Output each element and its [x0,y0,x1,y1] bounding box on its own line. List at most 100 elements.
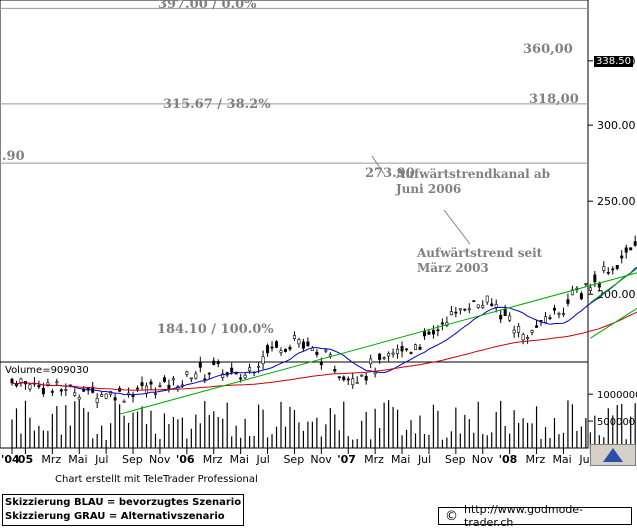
candle-body [396,348,400,354]
candle-body [239,377,243,380]
candle-body [539,320,543,322]
annotation-pointer [443,209,471,245]
candle-body [283,349,287,352]
x-tick-label: '04 [1,453,20,466]
legend-blue: Skizzierung BLAU = bevorzugtes Szenario [5,497,242,508]
candle-body [333,369,337,372]
ma-slow-line [11,311,637,391]
candle-body [364,375,368,381]
candle-body [566,299,570,304]
long-trendline [119,272,637,415]
candle-body [180,384,184,387]
candle-body [606,271,610,274]
candle-body [467,308,471,311]
candle-body [620,255,624,259]
candle-body [270,346,274,349]
candle-body [288,346,292,350]
candle-body [207,372,211,375]
fib-label-38: 315.67 / 38.2% [163,97,271,112]
candle-body [400,346,404,352]
candle-body [552,307,556,311]
candle-body [355,382,359,384]
scroll-button[interactable] [590,444,636,466]
candle-body [436,329,440,332]
source-url[interactable]: © http://www.godmode-trader.ch [438,503,632,529]
y-tick-label: 250.00 [597,195,636,208]
price-label-360: 360,00 [523,42,573,57]
candle-body [216,361,220,365]
candle-body [198,362,202,368]
x-tick-label: Mai [230,453,249,466]
candle-body [257,365,261,368]
candle-body [113,397,117,401]
candle-body [351,378,355,386]
candle-body [158,385,162,387]
candle-body [530,330,534,333]
annotation-channel: Juni 2006 [395,182,461,196]
candle-body [593,274,597,283]
candle-body [243,374,247,379]
candle-body [579,293,583,300]
candle-body [342,376,346,381]
x-tick-label: Mrz [41,453,61,466]
candle-body [360,374,364,377]
candle-body [306,341,310,347]
price-label-273: 273.90 [365,166,415,181]
candle-body [59,389,63,392]
candle-body [387,353,391,357]
left-cut-label: .90 [2,149,25,164]
price-label-318: 318,00 [529,92,579,107]
candle-body [185,371,189,375]
candle-body [431,329,435,335]
candle-body [490,303,494,306]
candle-body [95,398,99,403]
candle-body [248,367,252,372]
candle-body [611,268,615,271]
candle-body [149,381,153,385]
candle-body [324,349,328,352]
price-panel [0,0,589,363]
x-tick-label: Nov [149,453,171,466]
volume-bars-group [11,399,636,448]
candle-body [136,387,140,390]
candle-body [557,313,561,315]
candle-body [454,311,458,314]
candle-body [369,358,373,365]
candle-body [629,247,633,251]
x-tick-label: Mrz [203,453,223,466]
candle-body [19,378,23,383]
x-tick-label: Mai [68,453,87,466]
candle-body [203,378,207,381]
candle-body [46,382,50,387]
candle-body [279,350,283,353]
annotation-channel: Aufwärtstrendkanal ab [395,167,550,181]
candle-body [41,387,45,395]
candle-body [458,308,462,311]
x-tick-label: Sep [283,453,304,466]
x-tick-label: Sep [445,453,466,466]
candle-body [73,392,77,396]
candle-body [472,300,476,303]
candle-body [602,266,606,271]
x-tick-label: Mai [552,453,571,466]
x-tick-label: Mai [391,453,410,466]
ma-fast-line [11,266,637,396]
candle-body [624,247,628,253]
annotation-trend: März 2003 [417,261,489,275]
last-price-badge: 338.50 [594,56,633,67]
candle-body [561,313,565,315]
candle-body [463,308,467,311]
chart-scroll-icon [603,448,623,462]
candle-body [140,382,144,386]
candle-body [212,360,216,365]
candle-body [55,381,59,384]
candle-body [100,394,104,397]
candle-body [503,309,507,316]
candle-body [373,372,377,375]
candle-body [427,331,431,335]
candle-body [167,384,171,390]
candle-body [104,393,108,399]
x-tick-label: Jul [94,453,108,466]
vol-tick-label: 500000 [597,417,635,428]
